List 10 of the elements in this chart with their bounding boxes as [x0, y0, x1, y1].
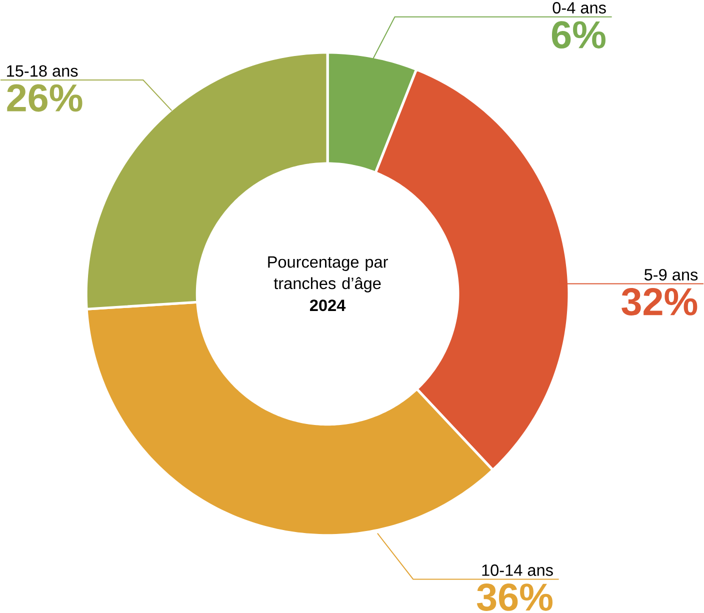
data-label: 32%	[622, 288, 698, 316]
data-label: 36%	[476, 583, 552, 611]
data-label: 26%	[7, 84, 82, 112]
slice-label: 5-9 ans	[644, 268, 698, 280]
slice-label: 10-14 ans	[482, 564, 553, 576]
data-label: 6%	[552, 21, 606, 49]
slice-label: 15-18 ans	[7, 65, 78, 77]
text: 2024	[310, 300, 346, 312]
slice-label: 0-4 ans	[552, 2, 606, 14]
text: Pourcentage par tranches d’âge	[268, 256, 388, 292]
